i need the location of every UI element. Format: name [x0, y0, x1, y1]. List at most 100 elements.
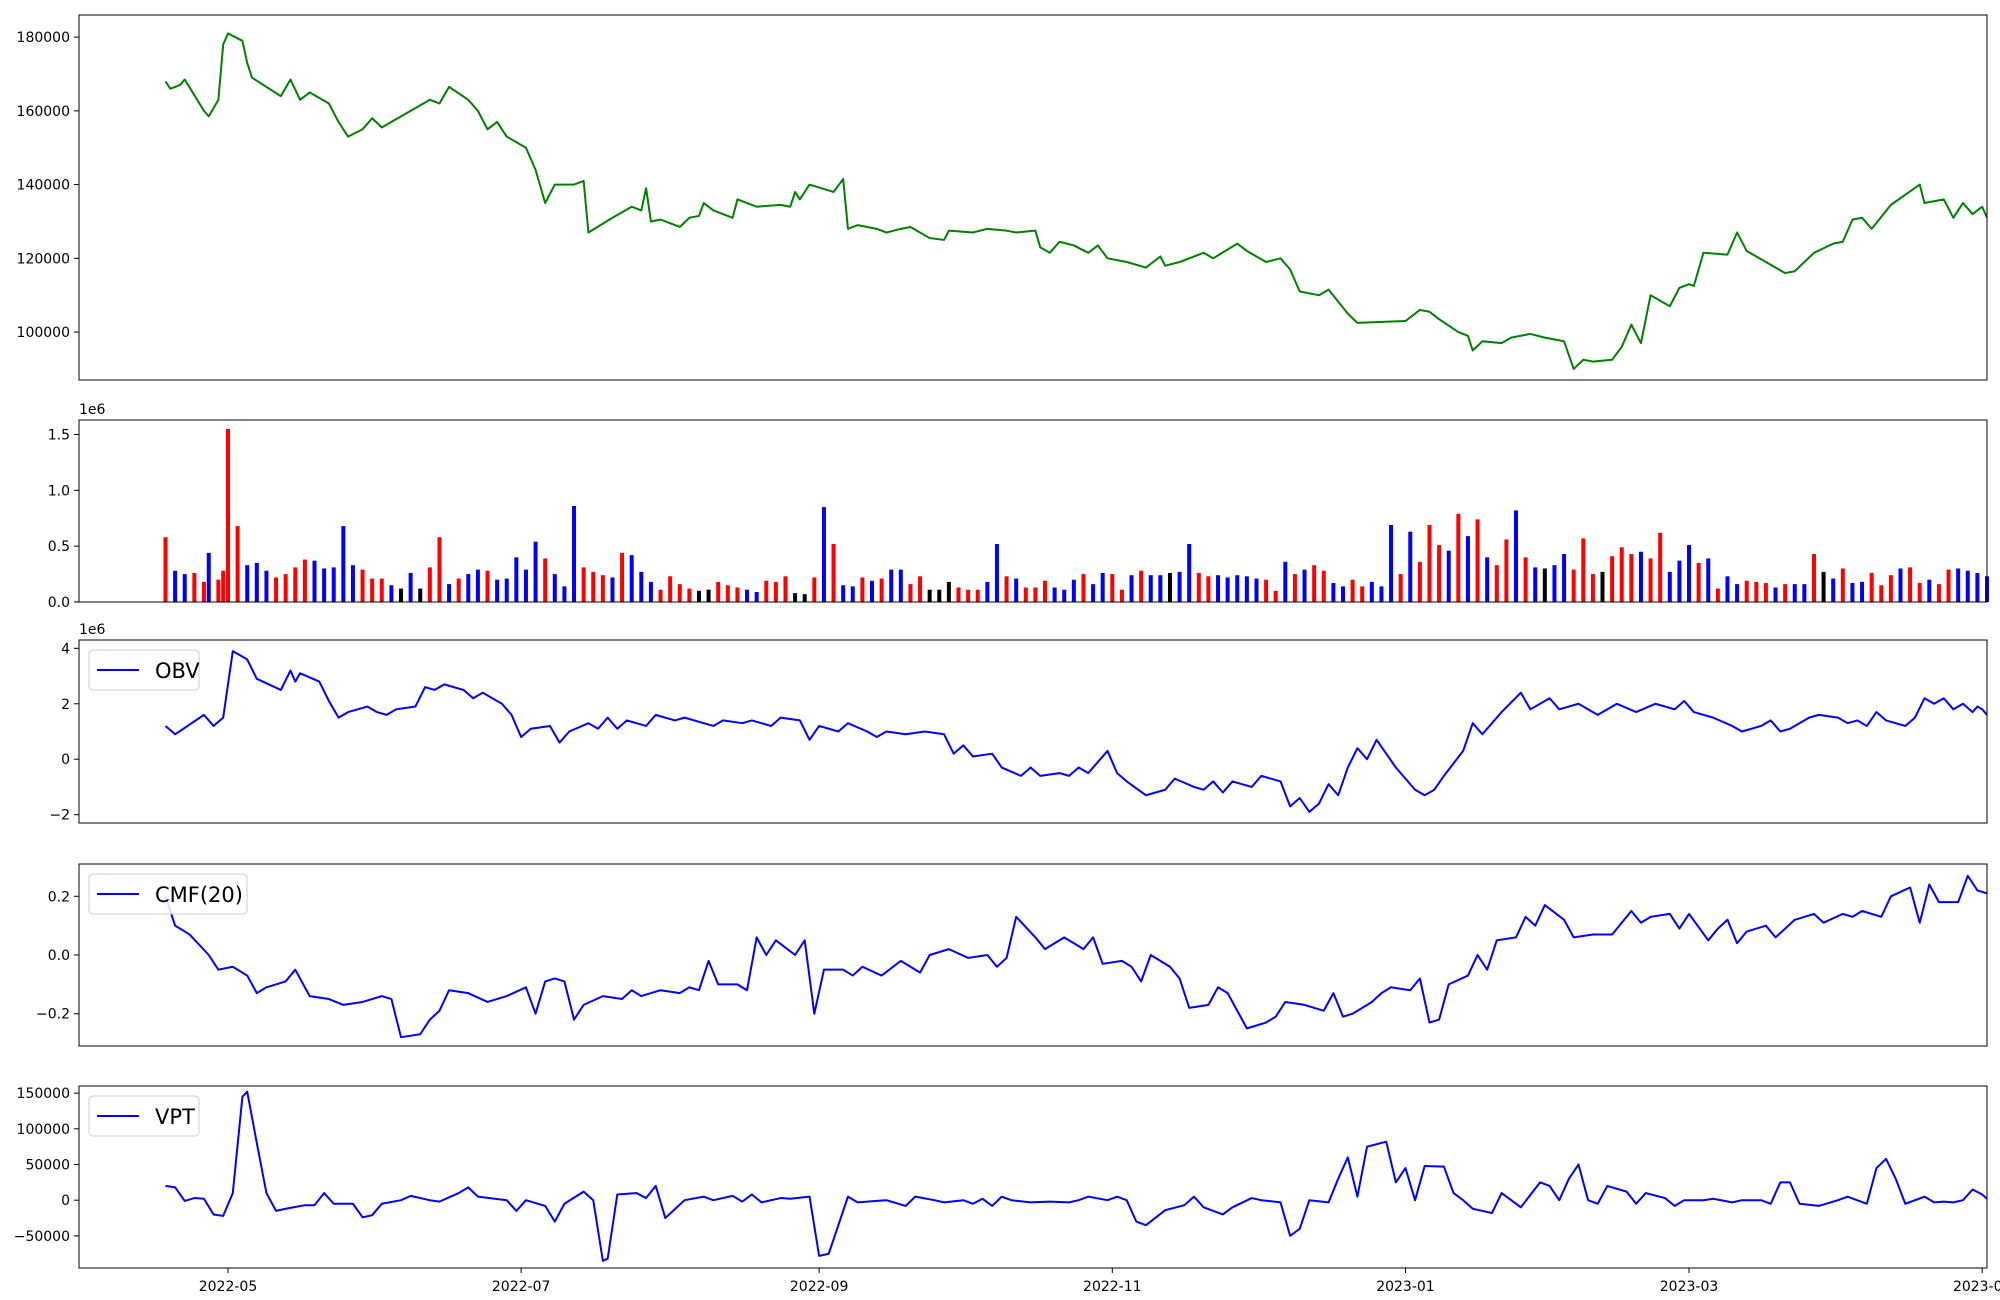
volume-bar: [1331, 583, 1336, 602]
volume-bar: [1533, 567, 1538, 602]
volume-bar: [360, 569, 365, 602]
volume-bar: [1725, 576, 1730, 602]
volume-bar: [1619, 547, 1624, 602]
volume-bar: [283, 574, 288, 602]
volume-bar: [235, 526, 240, 602]
volume-bar: [725, 585, 730, 602]
y-tick-label: 180000: [17, 30, 70, 46]
volume-bar: [350, 565, 355, 602]
volume-bar: [1581, 538, 1586, 602]
series-line-vpt: [165, 1090, 1988, 1262]
volume-bar: [1302, 569, 1307, 602]
x-tick-label: 2022-11: [1083, 1279, 1142, 1295]
volume-bar: [1629, 553, 1634, 602]
volume-bar: [201, 581, 206, 602]
volume-bar: [1475, 519, 1480, 602]
volume-bar: [1033, 587, 1038, 602]
volume-bar: [1956, 568, 1961, 602]
volume-bar: [322, 568, 327, 602]
volume-bar: [408, 572, 413, 602]
volume-bar: [1696, 562, 1701, 602]
volume-bar: [658, 589, 663, 602]
y-tick-label: −2: [49, 808, 70, 824]
volume-bar: [264, 570, 269, 602]
volume-bar: [418, 588, 423, 602]
volume-bar: [456, 578, 461, 602]
volume-bar: [1638, 551, 1643, 602]
volume-bar: [225, 428, 230, 602]
volume-bar: [1244, 576, 1249, 602]
volume-bar: [1081, 574, 1086, 602]
y-tick-label: −50000: [14, 1229, 70, 1245]
volume-bar: [1206, 576, 1211, 602]
volume-bar: [216, 579, 221, 602]
volume-bar: [821, 507, 826, 602]
volume-bar: [1514, 510, 1519, 602]
volume-bar: [1888, 575, 1893, 602]
series-line-cmf: [164, 874, 1988, 1039]
volume-bar: [946, 581, 951, 602]
y-tick-label: 1.0: [48, 483, 70, 499]
volume-bar: [389, 585, 394, 602]
volume-bar: [1389, 524, 1394, 602]
volume-bar: [994, 543, 999, 602]
volume-bar: [533, 541, 538, 602]
volume-bar: [1715, 588, 1720, 602]
volume-bar: [514, 557, 519, 602]
volume-bar: [918, 576, 923, 602]
volume-bar: [927, 589, 932, 602]
volume-bar: [192, 572, 197, 602]
volume-bar: [1898, 568, 1903, 602]
volume-bar: [1542, 568, 1547, 602]
volume-bar: [860, 577, 865, 602]
x-axis: 2022-05 2022-07 2022-09 2022-11 2023-01 2023-…: [199, 1268, 2000, 1295]
volume-bar: [1235, 575, 1240, 602]
volume-bar: [475, 569, 480, 602]
volume-bar: [1340, 586, 1345, 602]
y-tick-label: 50000: [25, 1158, 70, 1174]
y-tick-label: 0.0: [48, 948, 70, 964]
volume-bar: [466, 574, 471, 602]
volume-bar: [600, 575, 605, 602]
volume-bar: [889, 569, 894, 602]
volume-bar: [898, 569, 903, 602]
volume-bar: [1004, 576, 1009, 602]
volume-bar: [850, 586, 855, 602]
volume-bar: [1811, 553, 1816, 602]
volume-bar: [1754, 581, 1759, 602]
volume-bar: [182, 574, 187, 602]
volume-bar: [735, 587, 740, 602]
series-line-obv: [164, 650, 1988, 813]
volume-bar: [1927, 579, 1932, 602]
volume-bar: [1350, 579, 1355, 602]
volume-bar: [1408, 531, 1413, 602]
panel-volume: 0.0 0.5 1.0 1.5 1e6: [48, 402, 1989, 611]
volume-bar: [1456, 513, 1461, 602]
volume-bar: [985, 581, 990, 602]
volume-bar: [1687, 545, 1692, 602]
volume-bar: [1840, 568, 1845, 602]
y-tick-label: 150000: [17, 1086, 70, 1102]
legend: CMF(20): [88, 873, 248, 915]
legend: VPT: [88, 1095, 200, 1137]
volume-bar: [1667, 571, 1672, 602]
legend-label: VPT: [155, 1105, 195, 1129]
x-tick-label: 2022-09: [790, 1279, 849, 1295]
volume-bar: [1158, 575, 1163, 602]
volume-bar: [793, 593, 798, 602]
legend-label: CMF(20): [155, 883, 243, 907]
volume-bar: [1052, 587, 1057, 602]
volume-bar: [1369, 581, 1374, 602]
volume-bar: [1965, 570, 1970, 602]
y-tick-label: 4: [61, 641, 70, 657]
volume-bar: [1908, 567, 1913, 602]
volume-bar: [687, 588, 692, 602]
volume-bar: [274, 577, 279, 602]
volume-bar: [1437, 545, 1442, 602]
volume-bar: [1379, 586, 1384, 602]
volume-bar: [1590, 574, 1595, 602]
y-tick-label: 0.0: [48, 595, 70, 611]
volume-bar: [437, 537, 442, 602]
volume-bar: [1119, 589, 1124, 602]
volume-bar: [1023, 587, 1028, 602]
